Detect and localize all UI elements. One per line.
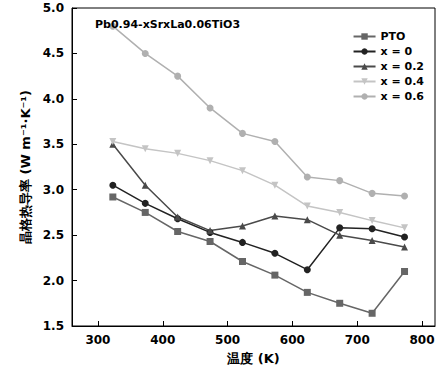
svg-text:800: 800 (410, 333, 435, 347)
svg-text:400: 400 (150, 333, 175, 347)
svg-text:3.0: 3.0 (43, 183, 64, 197)
svg-text:Pb0.94-xSrxLa0.06TiO3: Pb0.94-xSrxLa0.06TiO3 (95, 18, 240, 31)
svg-text:PTO: PTO (381, 30, 406, 43)
svg-text:晶格热导率 (W m⁻¹·K⁻¹): 晶格热导率 (W m⁻¹·K⁻¹) (18, 90, 33, 244)
svg-text:5.0: 5.0 (43, 1, 64, 15)
svg-text:4.5: 4.5 (43, 46, 64, 60)
svg-text:2.0: 2.0 (43, 274, 64, 288)
svg-text:x = 0.6: x = 0.6 (381, 90, 425, 103)
svg-text:300: 300 (85, 333, 110, 347)
svg-text:温度 (K): 温度 (K) (226, 351, 279, 366)
svg-text:1.5: 1.5 (43, 319, 64, 333)
svg-text:2.5: 2.5 (43, 228, 64, 242)
svg-text:x = 0.4: x = 0.4 (381, 75, 425, 88)
svg-text:x = 0: x = 0 (381, 45, 413, 58)
svg-text:3.5: 3.5 (43, 137, 64, 151)
svg-text:4.0: 4.0 (43, 92, 64, 106)
svg-text:x = 0.2: x = 0.2 (381, 60, 424, 73)
svg-text:700: 700 (345, 333, 370, 347)
svg-text:500: 500 (215, 333, 240, 347)
svg-text:600: 600 (280, 333, 305, 347)
